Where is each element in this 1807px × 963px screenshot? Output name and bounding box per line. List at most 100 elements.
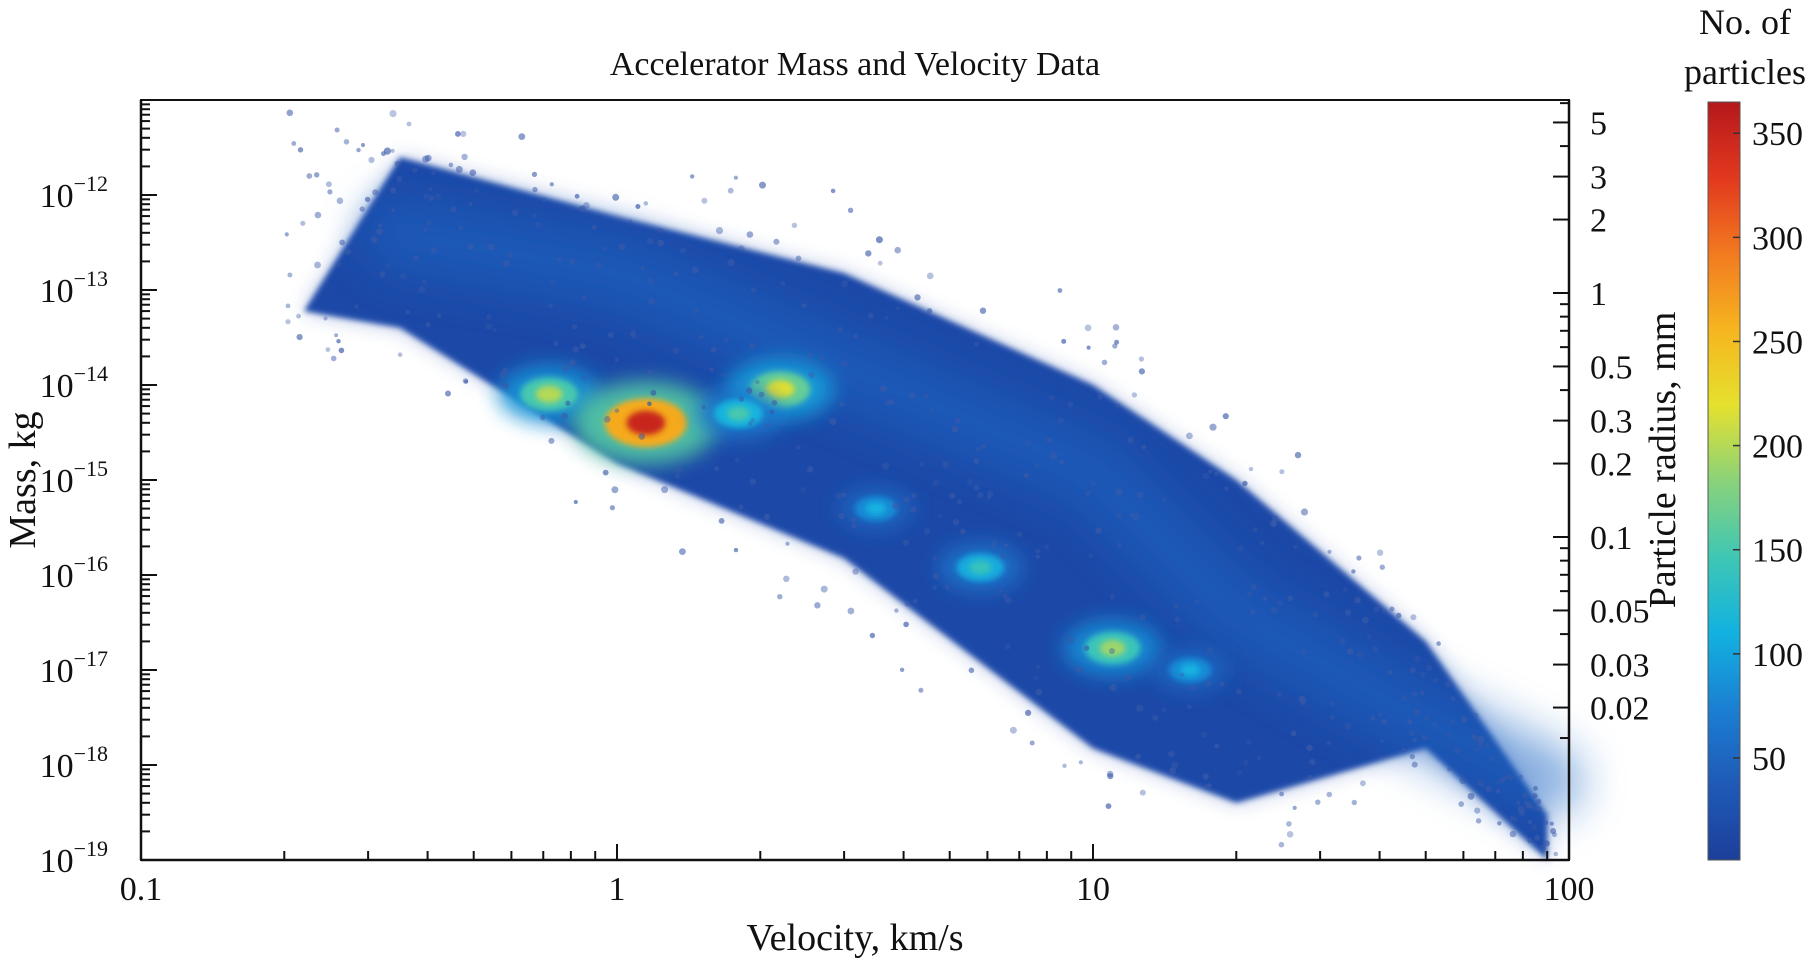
scatter-point [1351,569,1356,574]
scatter-point [911,492,917,499]
scatter-point [1279,469,1285,475]
scatter-point [390,148,395,153]
y-tick-base: 10 [40,653,74,690]
scatter-point [1138,368,1145,375]
scatter-point [1035,554,1040,559]
scatter-point [1132,513,1140,521]
scatter-point [1312,611,1319,618]
scatter-point [912,598,918,604]
scatter-point [1033,675,1039,681]
scatter-point [718,518,725,524]
scatter-point [1401,695,1408,702]
scatter-point [1414,655,1421,663]
scatter-point [1490,757,1495,762]
scatter-point [765,423,770,428]
scatter-point [1351,799,1358,806]
scatter-point [647,370,653,376]
scatter-point [1086,345,1091,350]
scatter-point [1034,463,1039,468]
scatter-point [851,517,856,522]
scatter-point [574,193,580,199]
y-tick-exponent: −17 [74,646,108,671]
scatter-point [738,396,745,402]
scatter-point [579,343,586,350]
scatter-point [614,357,620,363]
scatter-point [1205,680,1212,687]
y2-axis-label: Particle radius, mm [1642,312,1684,609]
y-tick-label: 10−19 [40,836,108,880]
scatter-point [1097,393,1103,400]
y-tick-label: 10−16 [40,551,108,595]
scatter-point [640,266,645,271]
scatter-point [1270,520,1277,528]
y-tick-base: 10 [40,558,74,595]
scatter-point [1485,787,1490,792]
scatter-point [727,258,735,267]
scatter-point [1202,773,1209,780]
scatter-point [327,189,333,195]
scatter-point [1401,748,1406,753]
scatter-point [1412,737,1418,743]
scatter-point [1372,646,1379,653]
scatter-point [1330,715,1335,720]
scatter-point [502,367,508,374]
scatter-point [1509,830,1517,838]
scatter-point [572,324,578,330]
scatter-point [777,594,783,600]
scatter-point [657,239,665,247]
scatter-point [1409,730,1415,736]
chart-title: Accelerator Mass and Velocity Data [610,46,1100,83]
scatter-point [323,316,328,321]
scatter-point [1413,709,1420,716]
scatter-point [1378,712,1383,717]
scatter-point [1292,805,1297,811]
scatter-point [548,437,555,444]
scatter-point [535,221,542,228]
scatter-point [679,548,686,555]
colorbar-title-line2: particles [1684,52,1806,92]
scatter-point [658,228,663,233]
scatter-point [1381,609,1387,615]
scatter-point [923,393,929,399]
scatter-point [1326,740,1332,746]
scatter-point [360,142,366,148]
scatter-point [980,443,987,449]
scatter-point [959,528,966,535]
scatter-point [1088,553,1093,558]
scatter-point [1127,436,1134,444]
scatter-point [469,169,477,176]
scatter-point [1105,803,1112,809]
cluster-6 [938,543,1023,592]
scatter-point [672,347,679,354]
scatter-point [968,667,975,674]
scatter-point [875,236,883,244]
scatter-point [1458,801,1464,807]
scatter-point [1464,757,1469,762]
y-tick-label: 10−14 [40,361,108,405]
scatter-point [1276,600,1283,606]
scatter-point [967,478,974,486]
density-heatmap [304,157,1583,860]
scatter-point [1549,821,1554,826]
scatter-point [1379,738,1385,744]
y-tick-base: 10 [40,748,74,785]
scatter-point [430,247,437,254]
scatter-point [434,193,442,201]
scatter-point [1004,596,1012,604]
scatter-point [1396,612,1402,619]
scatter-point [1202,472,1210,480]
scatter-point [951,425,959,433]
scatter-point [1447,767,1451,772]
scatter-point [1327,549,1332,554]
scatter-point [1528,804,1533,809]
scatter-point [561,412,568,420]
scatter-point [1286,821,1292,827]
scatter-point [1162,497,1167,502]
scatter-point [445,390,451,397]
scatter-point [1420,671,1426,678]
scatter-point [1260,540,1265,545]
scatter-point [1137,491,1144,499]
scatter-point [1356,651,1364,659]
scatter-point [755,380,760,385]
